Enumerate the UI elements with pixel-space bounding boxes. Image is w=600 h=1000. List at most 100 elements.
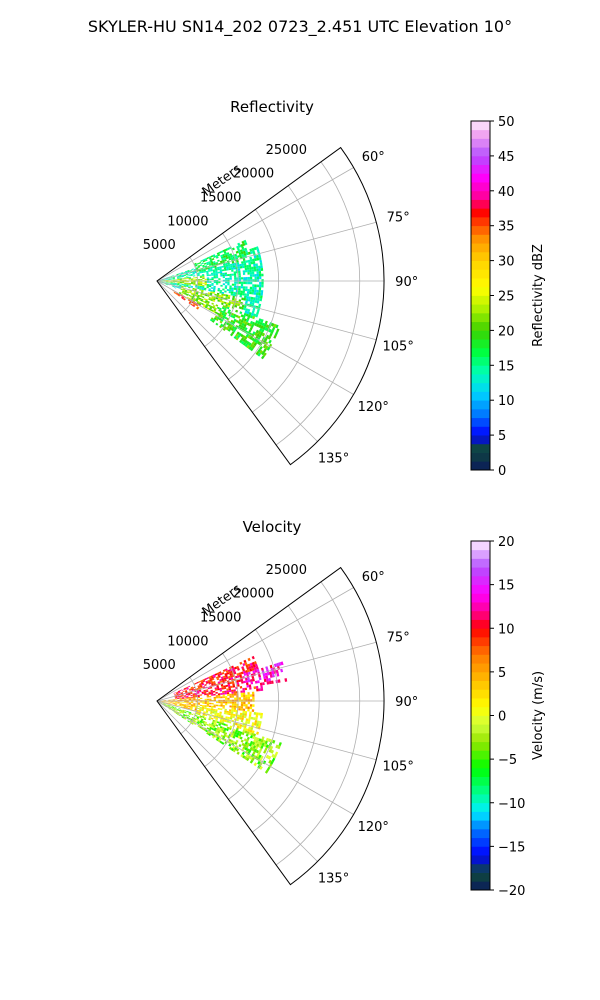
echo-cell (188, 703, 191, 705)
echo-cell (266, 678, 269, 682)
echo-cell (179, 279, 182, 280)
echo-cell (217, 253, 221, 257)
echo-cell (251, 269, 255, 272)
echo-cell (243, 743, 247, 748)
echo-cell (245, 670, 248, 673)
echo-cell (233, 728, 236, 732)
echo-cell (184, 279, 187, 281)
echo-cell (231, 297, 235, 301)
echo-cell (232, 329, 236, 333)
echo-cell (214, 720, 218, 723)
echo-cell (276, 662, 280, 667)
echo-cell (220, 704, 223, 707)
echo-cell (219, 727, 222, 731)
echo-cell (178, 292, 182, 295)
echo-cell (175, 699, 178, 700)
echo-cell (243, 673, 247, 676)
echo-cell (215, 322, 219, 326)
echo-cell (212, 674, 216, 677)
sector-frame (156, 566, 385, 886)
echo-cell (215, 256, 219, 259)
echo-cell (212, 724, 216, 728)
echo-cell (256, 311, 259, 315)
echo-cell (175, 702, 178, 703)
echo-cell (234, 666, 237, 670)
colorbar-segment (471, 199, 490, 209)
echo-cell (258, 688, 261, 692)
echo-cell (211, 683, 214, 686)
echo-cell (228, 671, 232, 674)
echo-cell (161, 281, 164, 283)
echo-cell (212, 290, 216, 293)
echo-cell (207, 687, 211, 690)
echo-cell (190, 694, 193, 696)
echo-cell (190, 696, 194, 698)
echo-cell (211, 296, 214, 299)
echo-cell (216, 714, 220, 717)
panel-title: Reflectivity (230, 98, 314, 116)
echo-cell (212, 269, 216, 272)
colorbar-segment (471, 339, 490, 349)
echo-cell (211, 694, 214, 696)
echo-cell (253, 739, 257, 743)
echo-cell (229, 717, 233, 720)
echo-cell (173, 708, 176, 710)
echo-cell (258, 268, 261, 272)
echo-cell (261, 332, 266, 337)
echo-cell (186, 291, 189, 294)
echo-cell (183, 297, 186, 300)
echo-cell (204, 714, 208, 717)
echo-cell (202, 680, 206, 683)
echo-cell (259, 281, 262, 285)
echo-cell (227, 277, 230, 280)
echo-cell (231, 283, 235, 286)
echo-cell (182, 289, 186, 291)
echo-cell (240, 703, 244, 707)
echo-cell (265, 744, 269, 748)
echo-cell (251, 271, 255, 275)
echo-cell (223, 727, 227, 731)
echo-cell (168, 279, 171, 280)
echo-cell (249, 301, 253, 305)
echo-cell (250, 261, 254, 265)
echo-cell (246, 291, 250, 294)
echo-cell (229, 253, 233, 256)
echo-cell (243, 318, 247, 322)
echo-cell (208, 681, 211, 684)
echo-cell (172, 702, 176, 703)
echo-cell (258, 303, 262, 307)
echo-cell (186, 699, 189, 701)
echo-cell (174, 706, 177, 708)
echo-cell (218, 309, 221, 312)
echo-cell (259, 748, 263, 752)
colorbar-segment (471, 558, 490, 568)
echo-cell (242, 248, 245, 252)
echo-cell (228, 746, 233, 750)
echo-cell (163, 282, 166, 283)
echo-cell (217, 730, 221, 734)
echo-cell (177, 283, 180, 285)
echo-cell (228, 677, 232, 681)
echo-cell (179, 699, 182, 700)
echo-cell (241, 306, 244, 310)
echo-cell (225, 703, 228, 706)
echo-cell (269, 671, 272, 675)
echo-cell (219, 726, 223, 729)
echo-cell (175, 698, 178, 699)
echo-cell (191, 702, 194, 704)
echo-cell (258, 271, 262, 274)
echo-cell (226, 672, 230, 675)
echo-cell (216, 686, 220, 689)
echo-cell (257, 295, 261, 299)
echo-cell (179, 282, 182, 284)
echo-cell (227, 328, 231, 332)
echo-cell (172, 709, 176, 711)
echo-cell (231, 331, 235, 335)
echo-cell (185, 707, 188, 709)
colorbar-tick-label: 15 (498, 579, 515, 594)
echo-cell (242, 250, 246, 254)
echo-cell (202, 260, 206, 263)
echo-cell (215, 283, 219, 285)
echo-cell (252, 678, 255, 682)
echo-cell (239, 292, 243, 296)
